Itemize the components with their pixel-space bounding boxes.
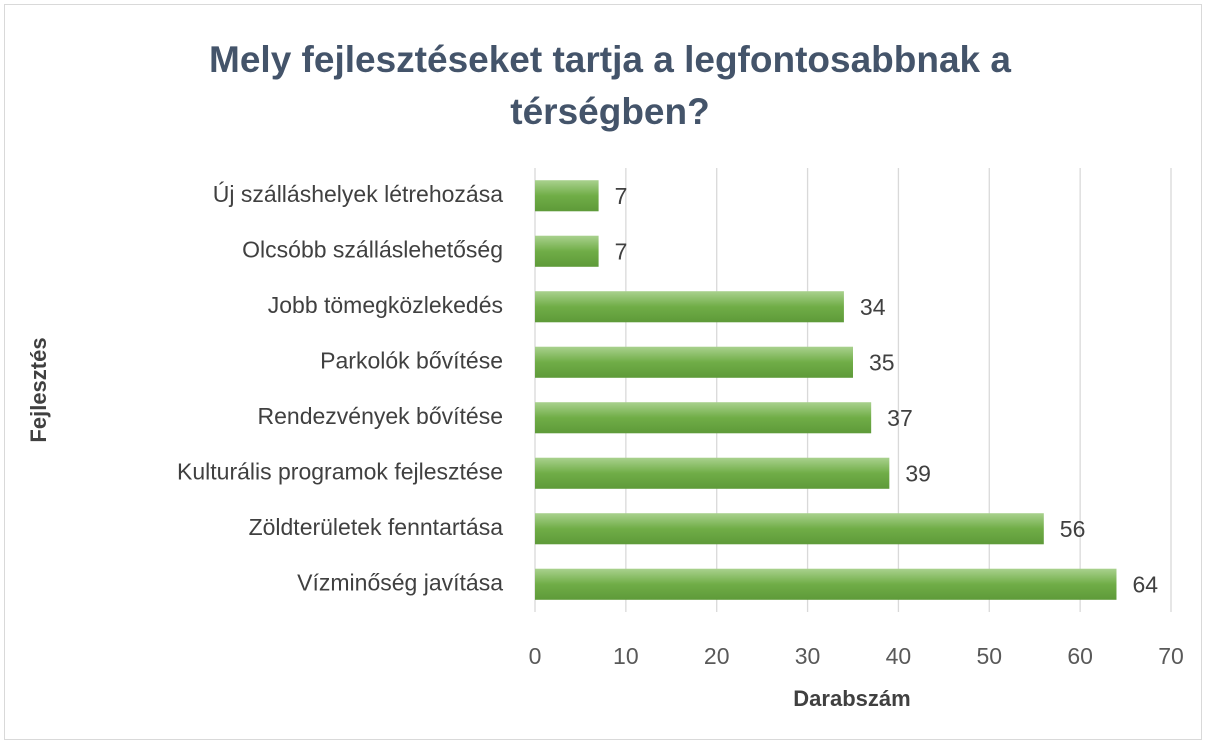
x-axis-title: Darabszám — [793, 686, 910, 711]
data-label: 64 — [1132, 571, 1158, 597]
x-tick-label: 40 — [886, 643, 912, 669]
bar — [535, 235, 599, 267]
data-label: 37 — [887, 405, 913, 431]
y-axis-title: Fejlesztés — [26, 337, 51, 442]
data-label: 39 — [905, 460, 931, 486]
bar — [535, 291, 844, 323]
y-tick-label: Parkolók bővítése — [320, 347, 503, 373]
bar — [535, 457, 890, 489]
chart-title: Mely fejlesztéseket tartja a legfontosab… — [209, 39, 1011, 132]
x-tick-label: 0 — [529, 643, 542, 669]
bar — [535, 568, 1117, 600]
bar — [535, 402, 872, 434]
chart-frame — [4, 4, 1202, 740]
data-label: 7 — [615, 238, 628, 264]
bar — [535, 180, 599, 212]
x-tick-label: 20 — [704, 643, 730, 669]
data-label: 7 — [615, 183, 628, 209]
x-tick-label: 70 — [1158, 643, 1184, 669]
y-tick-label: Zöldterületek fenntartása — [249, 514, 504, 540]
y-tick-label: Jobb tömegközlekedés — [268, 292, 503, 318]
data-label: 35 — [869, 349, 895, 375]
y-tick-label: Vízminőség javítása — [297, 569, 503, 595]
x-tick-label: 30 — [795, 643, 821, 669]
y-tick-label: Kulturális programok fejlesztése — [177, 458, 503, 484]
bar — [535, 513, 1044, 545]
x-tick-label: 50 — [976, 643, 1002, 669]
y-tick-label: Rendezvények bővítése — [258, 403, 504, 429]
x-tick-label: 10 — [613, 643, 639, 669]
x-tick-label: 60 — [1067, 643, 1093, 669]
y-tick-label: Új szálláshelyek létrehozása — [213, 181, 503, 207]
y-tick-label: Olcsóbb szálláslehetőség — [242, 236, 503, 262]
bar — [535, 346, 853, 378]
data-label: 56 — [1060, 516, 1086, 542]
data-label: 34 — [860, 294, 886, 320]
